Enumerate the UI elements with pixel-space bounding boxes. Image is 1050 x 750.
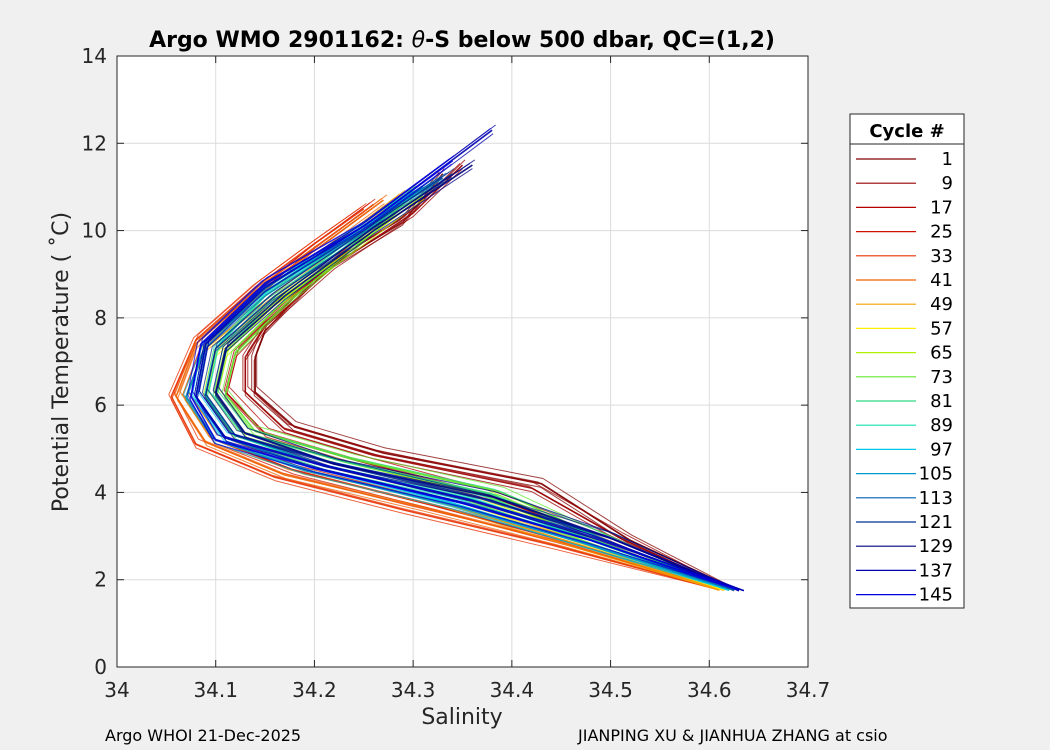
legend-label-65: 65 [930, 343, 953, 364]
legend-label-81: 81 [930, 391, 953, 412]
footer-right: JIANPING XU & JIANHUA ZHANG at csio [577, 726, 888, 745]
legend-label-137: 137 [919, 560, 953, 581]
profile-line-variant-cycle-129 [217, 159, 740, 592]
y-axis-ticks: 0 2 4 6 8 10 12 14 [82, 44, 808, 679]
y-tick-label: 10 [82, 219, 107, 243]
y-tick-label: 12 [82, 131, 107, 155]
legend-label-49: 49 [930, 294, 953, 315]
plot-frame [116, 55, 809, 668]
profile-line-cycle-129 [214, 164, 740, 592]
legend-label-113: 113 [919, 488, 953, 509]
chart-title: Argo WMO 2901162: θ-S below 500 dbar, QC… [149, 28, 775, 53]
profile-line-variant-cycle-137 [198, 124, 744, 592]
x-tick-label: 34.5 [588, 678, 633, 702]
x-tick-label: 34.7 [786, 678, 831, 702]
legend-label-41: 41 [930, 270, 953, 291]
y-tick-label: 4 [94, 480, 107, 504]
x-tick-label: 34.1 [193, 678, 238, 702]
profile-line-variant-cycle-73 [226, 190, 730, 591]
legend-label-145: 145 [919, 585, 953, 606]
y-tick-label: 2 [94, 568, 107, 592]
profile-line-variant-cycle-97 [194, 189, 730, 591]
y-tick-label: 6 [94, 393, 107, 417]
y-tick-label: 14 [82, 44, 107, 68]
profile-line-variant-cycle-145 [189, 163, 740, 591]
legend-label-97: 97 [930, 439, 953, 460]
legend-label-57: 57 [930, 318, 953, 339]
profile-line-cycle-33 [170, 208, 720, 591]
profile-line-variant-cycle-129 [215, 168, 740, 592]
legend-title: Cycle # [869, 121, 944, 142]
x-tick-label: 34.4 [490, 678, 535, 702]
y-tick-label: 8 [94, 306, 107, 330]
profile-line-variant-cycle-9 [244, 168, 735, 592]
legend-label-25: 25 [930, 222, 953, 243]
legend: Cycle # 1 9 17 25 33 41 49 57 65 73 81 89 97 105 113 12… [849, 113, 965, 609]
profile-line-variant-cycle-121 [206, 168, 740, 592]
legend-label-121: 121 [919, 512, 953, 533]
profile-line-cycle-145 [190, 160, 740, 591]
profile-line-cycle-121 [205, 173, 740, 592]
x-tick-label: 34.3 [391, 678, 436, 702]
x-tick-label: 34.2 [292, 678, 337, 702]
profile-line-variant-cycle-1 [253, 176, 740, 592]
legend-label-73: 73 [930, 367, 953, 388]
x-axis-ticks: 34 34.1 34.2 34.3 34.4 34.5 34.6 34.7 [104, 56, 830, 702]
profile-lines [168, 124, 745, 592]
x-tick-label: 34.6 [687, 678, 732, 702]
legend-box [849, 113, 965, 609]
legend-label-33: 33 [930, 246, 953, 267]
legend-label-129: 129 [919, 536, 953, 557]
profile-line-variant-cycle-105 [185, 185, 735, 591]
legend-label-17: 17 [930, 197, 953, 218]
y-axis-label: Potential Temperature ( ˚C) [49, 212, 74, 512]
x-axis-label: Salinity [421, 705, 502, 730]
profile-line-variant-cycle-145 [192, 155, 740, 591]
legend-label-9: 9 [942, 173, 953, 194]
legend-label-89: 89 [930, 415, 953, 436]
legend-label-105: 105 [919, 464, 953, 485]
profile-line-variant-cycle-33 [170, 211, 720, 591]
plot-area [117, 56, 808, 667]
x-tick-label: 34 [104, 678, 129, 702]
legend-label-1: 1 [942, 149, 953, 170]
legend-items: 1 9 17 25 33 41 49 57 65 73 81 89 97 105 113 121 129 137 1… [856, 149, 953, 606]
footer-left: Argo WHOI 21-Dec-2025 [105, 726, 301, 745]
y-tick-label: 0 [94, 655, 107, 679]
